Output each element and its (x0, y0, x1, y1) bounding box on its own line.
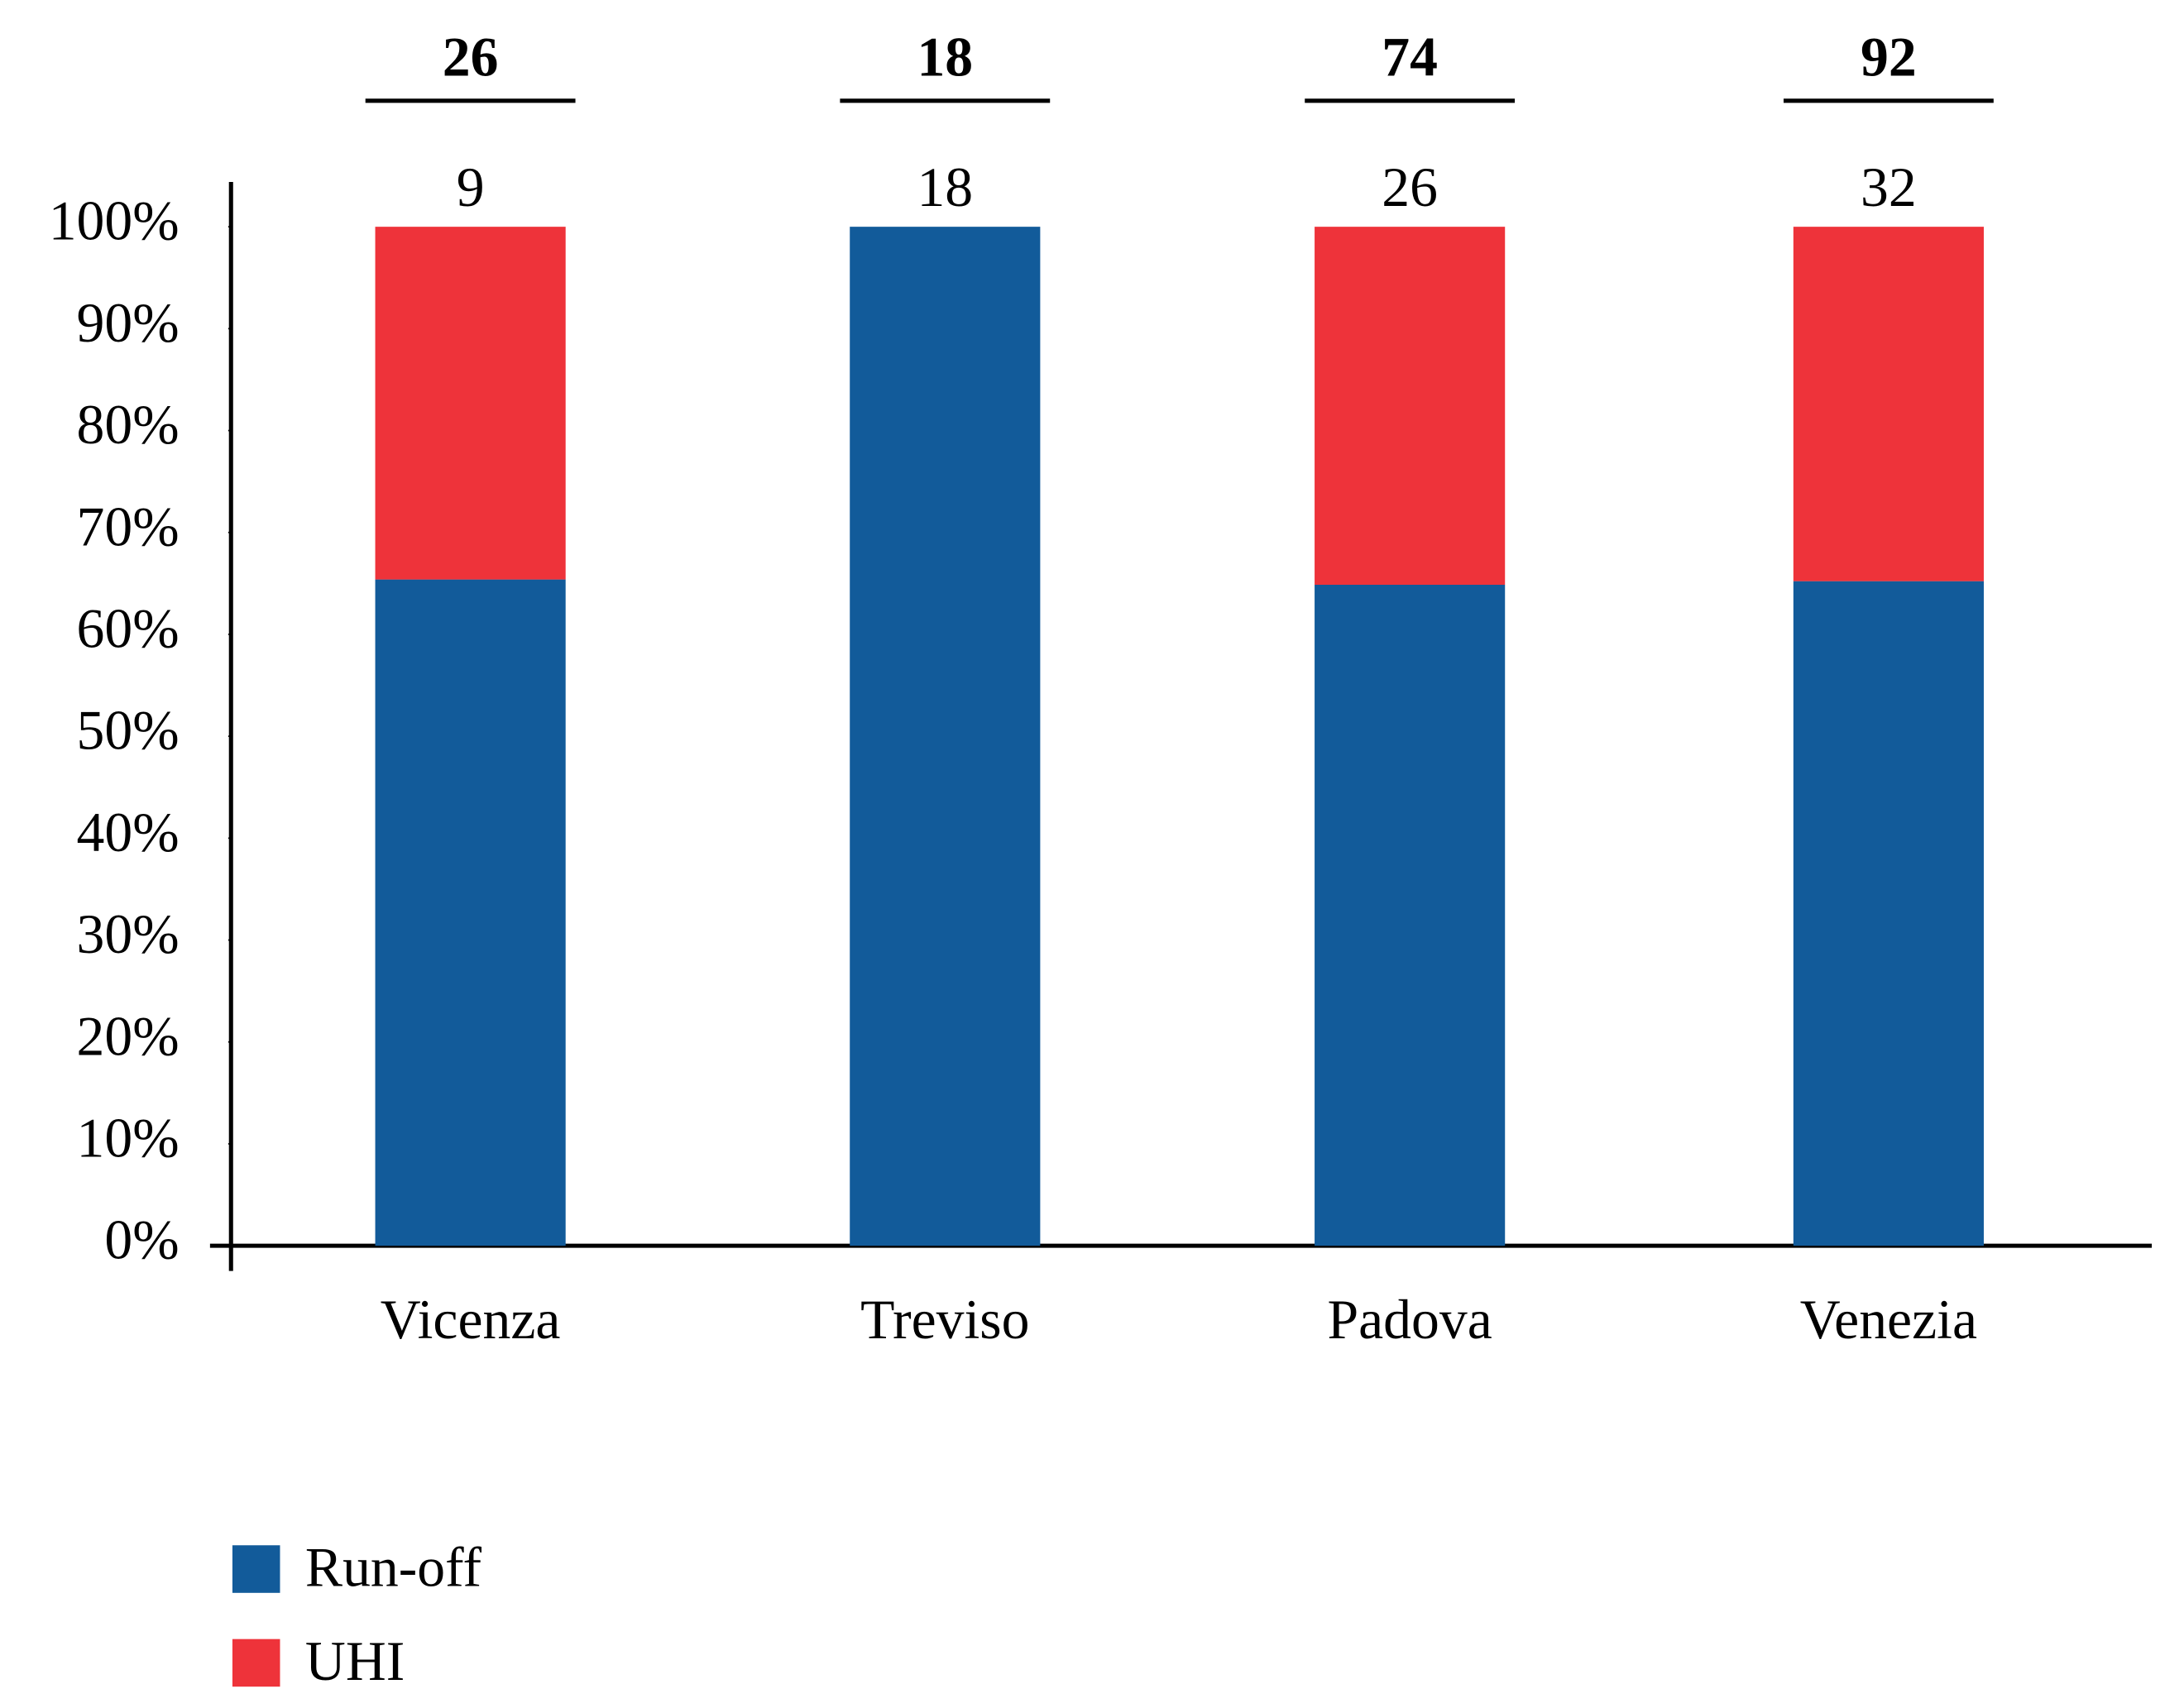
y-tick-label: 40% (77, 801, 180, 864)
x-tick-label: Vicenza (381, 1289, 561, 1351)
y-tick-label: 100% (49, 190, 180, 252)
y-tick-label: 10% (77, 1107, 180, 1169)
y-tick-label: 20% (77, 1005, 180, 1067)
total-label: 18 (917, 26, 973, 89)
legend-swatch (232, 1545, 280, 1593)
bar-segment (850, 227, 1041, 1246)
bar-segment (1315, 585, 1506, 1246)
y-tick-label: 90% (77, 292, 180, 354)
data-label: 9 (457, 156, 485, 218)
data-label: 32 (1861, 156, 1917, 218)
total-label: 26 (443, 26, 499, 89)
data-label: 26 (1382, 156, 1438, 218)
bar-segment (375, 579, 566, 1246)
data-label: 18 (917, 156, 973, 218)
bar-segment (375, 227, 566, 580)
y-tick-label: 70% (77, 495, 180, 557)
y-tick-label: 60% (77, 597, 180, 659)
legend-swatch (232, 1639, 280, 1687)
y-tick-label: 30% (77, 903, 180, 965)
bar-segment (1315, 227, 1506, 586)
total-label: 74 (1382, 26, 1438, 89)
y-tick-label: 80% (77, 394, 180, 456)
bar-segment (1793, 227, 1984, 581)
total-label: 92 (1861, 26, 1917, 89)
legend-label: UHI (305, 1630, 405, 1692)
x-tick-label: Padova (1328, 1289, 1492, 1351)
x-tick-label: Treviso (860, 1289, 1029, 1351)
y-tick-label: 50% (77, 700, 180, 762)
x-tick-label: Venezia (1800, 1289, 1977, 1351)
legend-label: Run-off (305, 1537, 482, 1599)
bar-segment (1793, 581, 1984, 1246)
y-tick-label: 0% (104, 1209, 179, 1271)
